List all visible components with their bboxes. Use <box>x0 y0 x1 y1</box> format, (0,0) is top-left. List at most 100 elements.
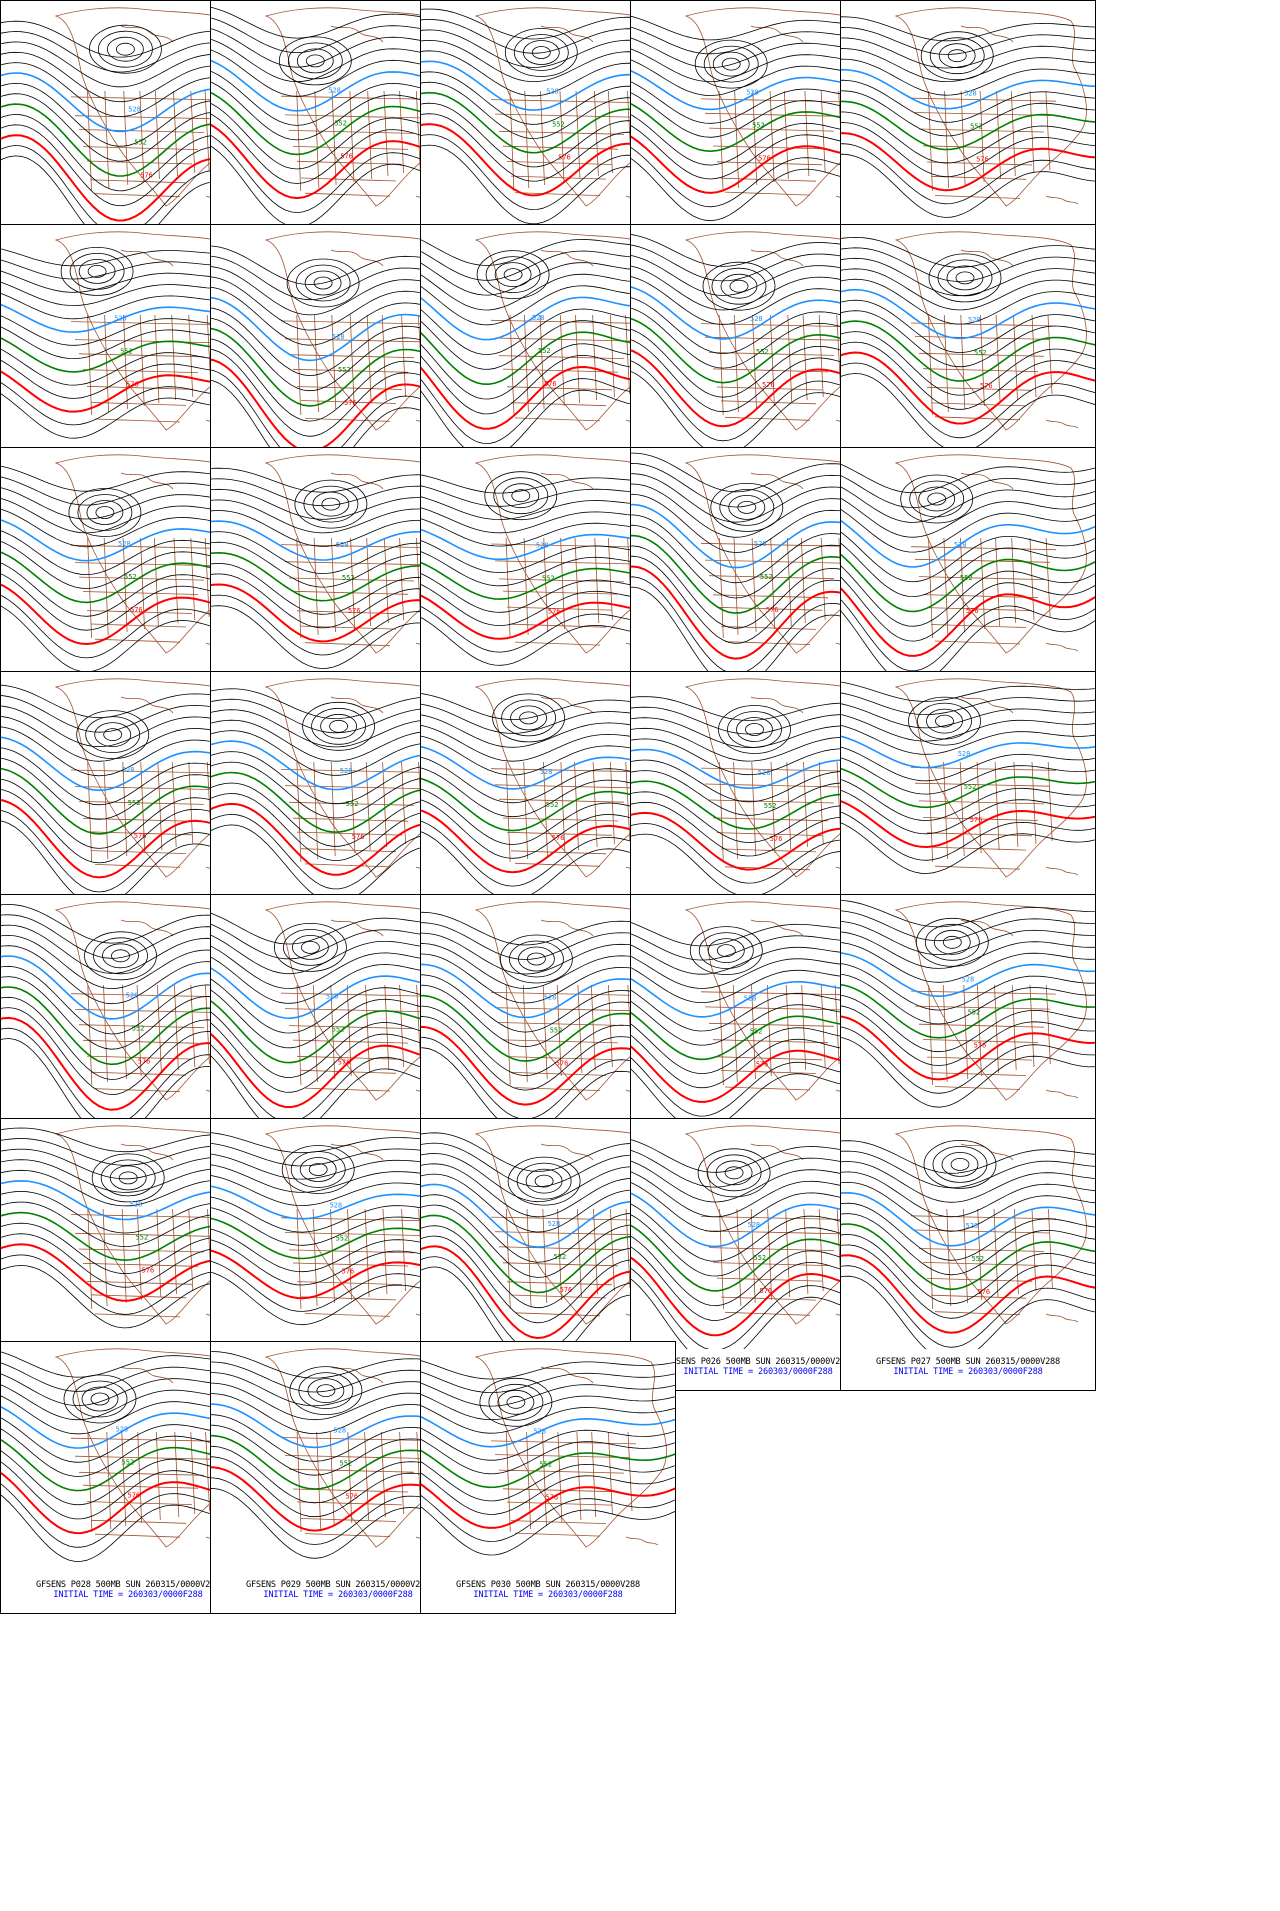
state-border <box>304 642 391 647</box>
state-border <box>190 537 196 621</box>
closed-low-contour <box>111 949 130 963</box>
arctic-island-outline <box>120 25 174 43</box>
state-border <box>509 90 515 192</box>
closed-low-contour <box>63 1374 137 1424</box>
state-border <box>288 1249 415 1254</box>
state-border <box>505 1208 511 1310</box>
state-border <box>401 314 406 398</box>
contour-552 <box>841 1191 1095 1247</box>
state-border <box>300 625 397 630</box>
contour-label: 528 <box>958 750 971 758</box>
state-border <box>78 1471 205 1476</box>
state-border <box>70 993 217 998</box>
panel-caption: GFSENS P029 500MB SUN 260315/0000V288 <box>245 1580 431 1590</box>
closed-low-contour <box>511 489 531 503</box>
height-contour-map: 528 552 576 <box>841 899 1095 1108</box>
state-border <box>366 537 372 627</box>
caribbean-outline <box>1045 642 1079 652</box>
closed-low-contour <box>307 1378 345 1403</box>
state-border <box>383 90 389 177</box>
continent-outline <box>894 7 1087 207</box>
state-border <box>928 761 933 863</box>
height-contour <box>841 1171 1095 1218</box>
state-border <box>188 314 194 398</box>
closed-low-contour <box>698 932 754 969</box>
map-outline-group <box>684 678 877 878</box>
closed-low-contour <box>494 262 532 287</box>
state-border <box>502 817 619 822</box>
contour-label: 552 <box>750 1027 763 1035</box>
contour-label: 528 <box>544 994 557 1002</box>
height-contour <box>841 811 1095 861</box>
state-border <box>785 1208 791 1298</box>
contour-label: 576 <box>770 835 783 843</box>
height-contour <box>841 236 1095 268</box>
state-border <box>718 90 724 192</box>
height-contour-map: 528 552 576 <box>841 231 1095 453</box>
arctic-island-outline <box>750 919 804 937</box>
contour-label: 576 <box>128 1492 141 1500</box>
height-contour <box>841 79 1095 123</box>
arctic-island-outline <box>330 25 384 43</box>
closed-low-contour <box>78 259 116 284</box>
closed-low-contour <box>299 1157 337 1182</box>
state-border <box>514 192 601 196</box>
state-border <box>87 1208 93 1310</box>
closed-low-contour <box>308 1163 328 1176</box>
state-border <box>296 831 403 836</box>
map-outline-group <box>474 1348 667 1548</box>
closed-low-contour <box>724 1166 744 1180</box>
height-contour <box>841 1150 1095 1189</box>
height-contour-map: 528 552 576 <box>841 1125 1095 1349</box>
state-border <box>90 402 187 406</box>
contour-label: 576 <box>346 1493 359 1501</box>
state-border <box>1029 90 1035 174</box>
closed-low-contour <box>924 923 980 961</box>
height-contour <box>421 1495 675 1542</box>
state-border <box>494 560 631 565</box>
state-border <box>280 320 427 325</box>
state-border <box>704 559 841 564</box>
height-contour <box>841 1005 1095 1066</box>
state-border <box>367 90 373 180</box>
contour-label: 576 <box>766 606 779 614</box>
state-border <box>300 1518 397 1522</box>
contour-564 <box>421 1449 675 1489</box>
state-border <box>708 1247 835 1251</box>
state-border <box>914 1005 1051 1010</box>
contour-576 <box>841 1254 1095 1334</box>
arctic-island-outline <box>750 25 804 43</box>
height-contour <box>421 1438 675 1475</box>
contour-label: 528 <box>328 87 341 95</box>
contour-group <box>841 1140 1095 1349</box>
state-border <box>280 1437 427 1441</box>
closed-low-contour <box>476 250 550 299</box>
state-border <box>284 1455 421 1459</box>
closed-low-contour <box>518 946 555 972</box>
arctic-island-outline <box>750 472 804 490</box>
closed-low-contour <box>728 495 766 520</box>
state-border <box>284 114 421 119</box>
contour-label: 528 <box>332 333 345 341</box>
state-border <box>121 1431 127 1527</box>
state-border <box>914 1229 1051 1234</box>
state-border <box>188 761 194 845</box>
state-border <box>960 90 966 186</box>
closed-low-contour <box>298 1372 354 1409</box>
state-border <box>94 864 181 868</box>
state-border <box>625 761 631 842</box>
contour-label: 528 <box>340 767 353 775</box>
state-border <box>724 1311 811 1316</box>
state-border <box>300 1069 397 1074</box>
height-contour <box>841 497 1095 538</box>
state-border <box>86 385 193 390</box>
contour-label: 552 <box>542 575 555 583</box>
contour-label: 576 <box>978 1288 991 1296</box>
state-border <box>592 314 597 401</box>
closed-low-contour <box>900 474 974 524</box>
closed-low-contour <box>745 723 764 736</box>
state-border <box>490 992 637 996</box>
closed-low-contour <box>928 253 1002 303</box>
state-border <box>524 90 530 189</box>
state-border <box>292 1262 409 1267</box>
